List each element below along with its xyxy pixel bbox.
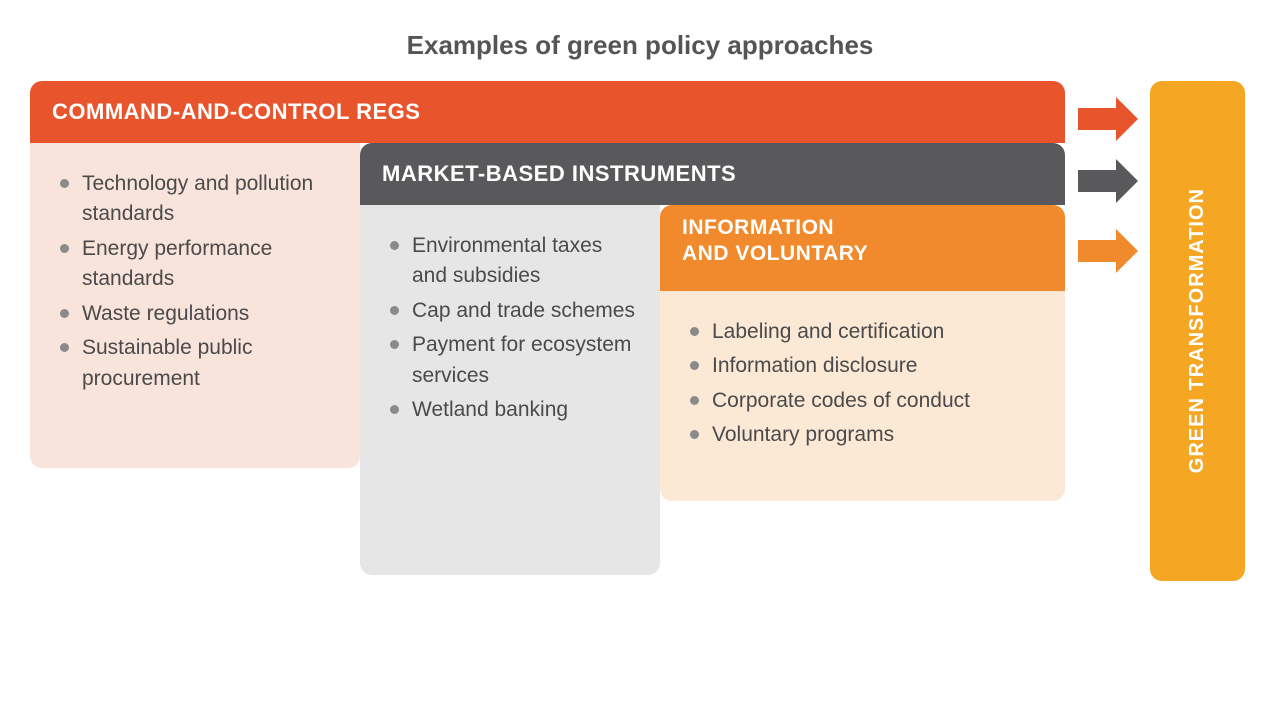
market-body: Environmental taxes and subsidies Cap and… — [360, 205, 660, 575]
market-header: MARKET-BASED INSTRUMENTS — [360, 143, 1065, 205]
info-body: Labeling and certification Information di… — [660, 291, 1065, 501]
list-item: Wetland banking — [390, 395, 640, 425]
command-body: Technology and pollution standardsEnergy… — [30, 143, 360, 468]
arrow-icon — [1078, 159, 1138, 203]
outcome-label: GREEN TRANSFORMATION — [1186, 188, 1209, 473]
info-header-label: INFORMATIONAND VOLUNTARY — [682, 215, 868, 268]
arrow-icon — [1078, 97, 1138, 141]
list-item: Cap and trade schemes — [390, 296, 640, 326]
policy-diagram: COMMAND-AND-CONTROL REGS Technology and … — [30, 81, 1250, 641]
command-header-label: COMMAND-AND-CONTROL REGS — [52, 99, 420, 125]
info-list: Labeling and certification Information di… — [690, 317, 1045, 451]
list-item: Energy performance standards — [60, 234, 340, 295]
command-header: COMMAND-AND-CONTROL REGS — [30, 81, 1065, 143]
list-item: Payment for ecosystem services — [390, 330, 640, 391]
list-item: Labeling and certification — [690, 317, 1045, 347]
command-list: Technology and pollution standardsEnergy… — [60, 169, 340, 394]
list-item: Sustainable public procurement — [60, 333, 340, 394]
list-item: Technology and pollution standards — [60, 169, 340, 230]
list-item: Information disclosure — [690, 351, 1045, 381]
list-item: Waste regulations — [60, 299, 340, 329]
list-item: Environmental taxes and subsidies — [390, 231, 640, 292]
outcome-box: GREEN TRANSFORMATION — [1150, 81, 1245, 581]
market-header-label: MARKET-BASED INSTRUMENTS — [382, 161, 736, 187]
info-header: INFORMATIONAND VOLUNTARY — [660, 205, 1065, 291]
list-item: Voluntary programs — [690, 420, 1045, 450]
arrow-icon — [1078, 229, 1138, 273]
list-item: Corporate codes of conduct — [690, 386, 1045, 416]
market-list: Environmental taxes and subsidies Cap and… — [390, 231, 640, 426]
page-title: Examples of green policy approaches — [0, 0, 1280, 81]
